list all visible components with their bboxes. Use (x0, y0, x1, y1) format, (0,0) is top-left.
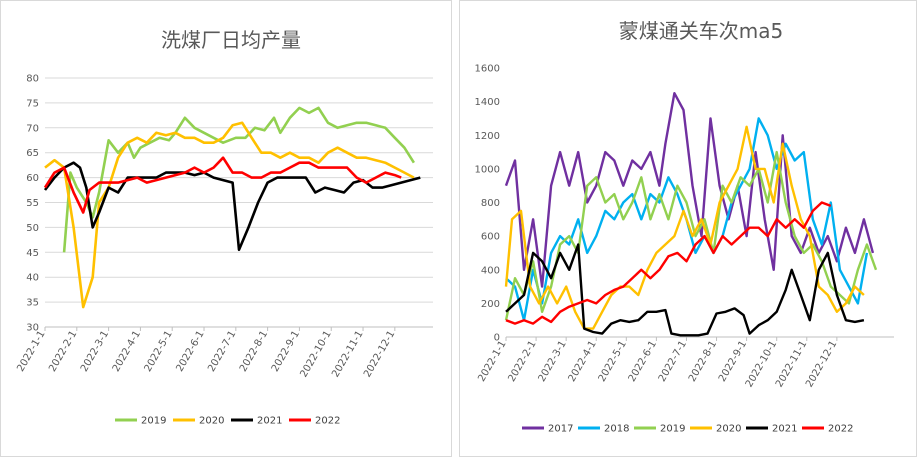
y-tick-label: 35 (26, 298, 39, 309)
x-tick-label: 2022-1-1 (15, 329, 47, 374)
x-tick-label: 2022-6-1 (174, 329, 206, 374)
y-tick-label: 200 (481, 299, 500, 310)
series-line-2021 (505, 243, 865, 337)
x-tick-label: 2022-2-1 (47, 329, 79, 374)
legend-label: 2018 (604, 424, 629, 435)
series-line-2021 (43, 161, 421, 252)
x-tick-label: 2022-8-1 (238, 329, 270, 374)
series-line-2017 (504, 92, 875, 288)
y-tick-label: 1600 (475, 64, 500, 75)
x-tick-label: 2022-11-1 (774, 339, 809, 389)
x-tick-label: 2022-4-1 (111, 329, 143, 374)
x-tick-label: 2022-11-1 (330, 329, 365, 379)
y-tick-label: 1400 (475, 97, 500, 108)
y-tick-label: 45 (26, 248, 39, 259)
y-tick-label: 65 (26, 148, 39, 159)
x-tick-label: 2022-8-1 (687, 339, 719, 384)
series-line-2019 (62, 106, 415, 253)
y-tick-label: 400 (481, 265, 500, 276)
legend-label: 2017 (548, 424, 573, 435)
left-chart-panel: 洗煤厂日均产量 30 35 40 45 50 55 60 65 70 75 80 2022-1-1 202… (0, 0, 452, 457)
chart-title: 洗煤厂日均产量 (161, 28, 301, 52)
x-tick-label: 2022-9-1 (270, 329, 302, 374)
legend-label: 2021 (257, 416, 282, 427)
x-tick-label: 2022-4-1 (567, 339, 599, 384)
y-tick-label: 60 (26, 173, 39, 184)
x-tick-label: 2022-3-1 (537, 339, 569, 384)
right-chart-panel: 蒙煤通关车次ma5 0 200 400 600 800 1000 1200 1400 1600 20… (459, 0, 917, 457)
legend-label: 2022 (315, 416, 340, 427)
series-line-2022 (43, 156, 402, 214)
y-tick-label: 50 (26, 223, 39, 234)
legend-label: 2022 (828, 424, 853, 435)
x-tick-label: 2022-1-1 (476, 339, 508, 384)
x-tick-label: 2022-5-1 (143, 329, 175, 374)
legend-label: 2021 (772, 424, 797, 435)
y-tick-label: 70 (26, 123, 39, 134)
y-tick-label: 55 (26, 198, 39, 209)
y-tick-label: 80 (26, 74, 39, 85)
x-tick-label: 2022-12-1 (804, 339, 839, 389)
x-tick-label: 2022-9-1 (717, 339, 749, 384)
legend-label: 2020 (199, 416, 224, 427)
y-tick-label: 40 (26, 273, 39, 284)
chart-title: 蒙煤通关车次ma5 (619, 19, 783, 43)
y-tick-label: 800 (481, 198, 500, 209)
right-chart-svg: 蒙煤通关车次ma5 0 200 400 600 800 1000 1200 1400 1600 20… (475, 19, 894, 435)
y-tick-label: 1000 (475, 164, 500, 175)
x-tick-label: 2022-6-1 (627, 339, 659, 384)
x-tick-label: 2022-10-1 (298, 329, 333, 379)
x-tick-label: 2022-5-1 (597, 339, 629, 384)
x-tick-label: 2022-7-1 (206, 329, 238, 374)
y-tick-label: 30 (26, 323, 39, 334)
y-tick-label: 75 (26, 98, 39, 109)
y-tick-label: 1200 (475, 131, 500, 142)
legend-label: 2019 (660, 424, 685, 435)
x-tick-label: 2022-12-1 (362, 329, 397, 379)
x-tick-label: 2022-2-1 (506, 339, 538, 384)
legend-label: 2020 (716, 424, 741, 435)
series-line-2019 (504, 150, 878, 321)
legend-label: 2019 (141, 416, 166, 427)
x-tick-label: 2022-10-1 (744, 339, 779, 389)
x-tick-label: 2022-7-1 (657, 339, 689, 384)
series-line-2020 (504, 125, 865, 330)
series-line-2020 (44, 121, 415, 309)
y-tick-label: 0 (494, 333, 500, 344)
x-tick-label: 2022-3-1 (79, 329, 111, 374)
y-tick-label: 600 (481, 232, 500, 243)
series-line-2022 (505, 201, 832, 325)
